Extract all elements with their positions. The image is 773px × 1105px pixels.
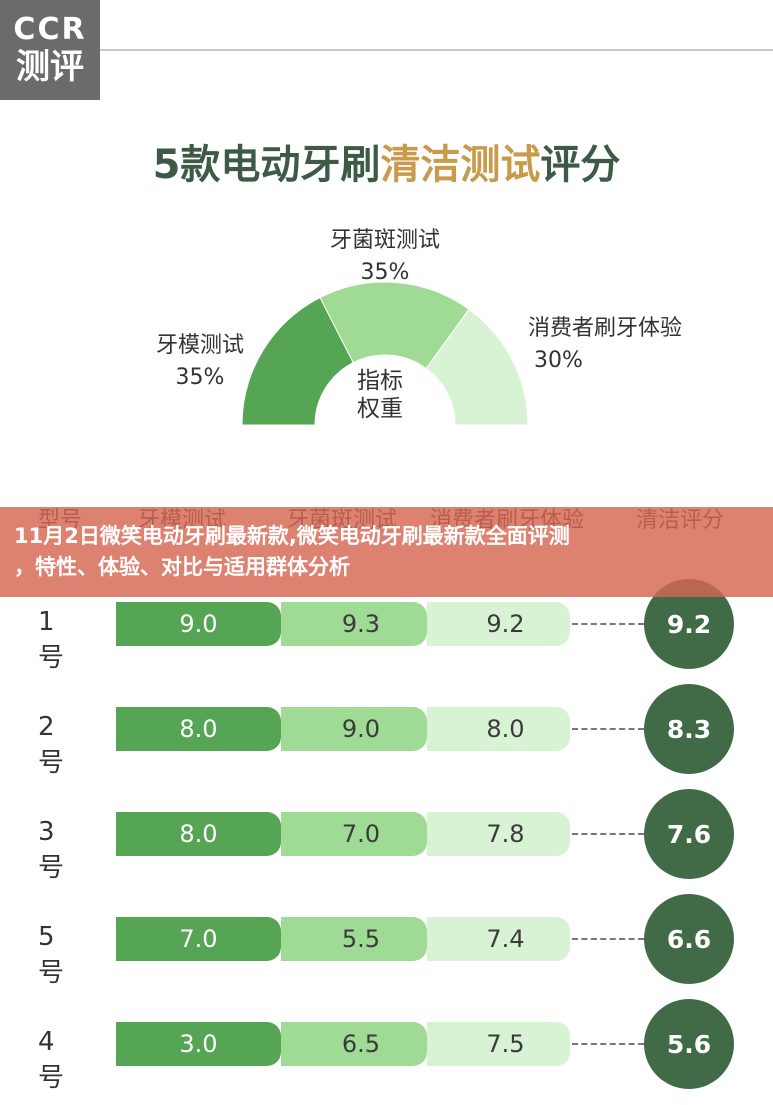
dashed-leader-line (572, 833, 644, 835)
donut-center-label: 指标 权重 (335, 367, 425, 423)
article-title-banner: 11月2日微笑电动牙刷最新款,微笑电动牙刷最新款全面评测 ，特性、体验、对比与适… (0, 507, 773, 597)
bar-cell: 8.0 (116, 812, 281, 856)
donut-slice-3 (425, 308, 529, 426)
slice-label-plaque: 牙菌斑测试 35% (320, 225, 450, 289)
score-badge: 8.3 (644, 684, 734, 774)
score-badge: 6.6 (644, 894, 734, 984)
score-badge: 7.6 (644, 789, 734, 879)
slice-percent: 35% (175, 365, 225, 390)
bar-cell: 7.8 (427, 812, 570, 856)
slice-label-tooth-model: 牙模测试 35% (135, 330, 265, 394)
logo-text-ccr: CCR (13, 12, 87, 47)
center-label-line-1: 指标 (357, 368, 403, 394)
slice-name: 牙模测试 (155, 333, 244, 358)
bar-cell: 9.2 (427, 602, 570, 646)
bar-cell: 3.0 (116, 1022, 281, 1066)
logo-text-review: 测评 (16, 47, 84, 87)
slice-percent: 35% (360, 260, 410, 285)
header-divider (100, 49, 773, 51)
slice-name: 牙菌斑测试 (329, 228, 440, 253)
dashed-leader-line (572, 728, 644, 730)
slice-percent: 30% (534, 348, 583, 373)
slice-name: 消费者刷牙体验 (528, 316, 683, 341)
bar-cell: 7.5 (427, 1022, 570, 1066)
bar-cell: 7.0 (281, 812, 427, 856)
banner-line-1: 11月2日微笑电动牙刷最新款,微笑电动牙刷最新款全面评测 (14, 524, 570, 548)
row-model-label: 3号 (38, 817, 65, 883)
page-title: 5款电动牙刷清洁测试评分 (0, 132, 773, 190)
ccr-logo: CCR 测评 (0, 0, 100, 100)
bar-cell: 8.0 (427, 707, 570, 751)
title-part-1: 5款电动牙刷 (152, 142, 381, 188)
row-model-label: 1号 (38, 607, 65, 673)
row-model-label: 2号 (38, 712, 65, 778)
bar-cell: 6.5 (281, 1022, 427, 1066)
slice-label-consumer: 消费者刷牙体验 30% (528, 313, 708, 377)
bar-cell: 7.0 (116, 917, 281, 961)
bar-cell: 5.5 (281, 917, 427, 961)
dashed-leader-line (572, 623, 644, 625)
center-label-line-2: 权重 (357, 396, 403, 422)
banner-line-2: ，特性、体验、对比与适用群体分析 (14, 555, 350, 579)
bar-cell: 9.3 (281, 602, 427, 646)
bar-cell: 7.4 (427, 917, 570, 961)
dashed-leader-line (572, 938, 644, 940)
bar-cell: 9.0 (116, 602, 281, 646)
bar-cell: 9.0 (281, 707, 427, 751)
title-highlight: 清洁测试 (380, 142, 541, 188)
weight-donut-chart (241, 281, 529, 426)
row-model-label: 4号 (38, 1027, 65, 1093)
title-part-2: 评分 (540, 142, 621, 188)
bar-cell: 8.0 (116, 707, 281, 751)
dashed-leader-line (572, 1043, 644, 1045)
score-badge: 5.6 (644, 999, 734, 1089)
row-model-label: 5号 (38, 922, 65, 988)
